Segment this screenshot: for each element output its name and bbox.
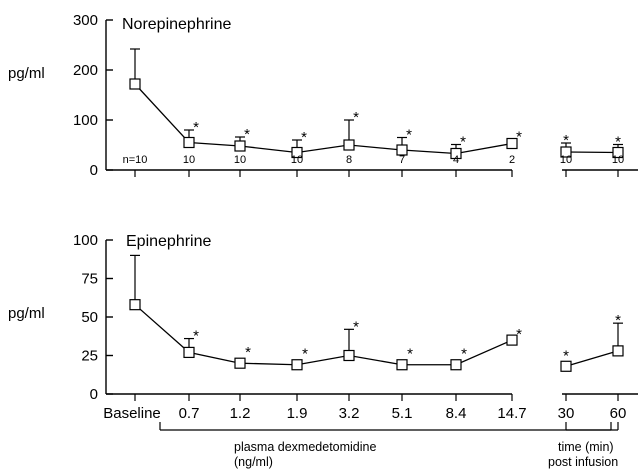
epinephrine-y-label: pg/ml <box>8 305 45 322</box>
norepinephrine-y-tick-label: 0 <box>90 162 98 179</box>
norepinephrine-n-label: 10 <box>183 154 195 166</box>
epinephrine-significance-marker: * <box>245 344 251 361</box>
norepinephrine-post-data-point <box>560 146 572 158</box>
epinephrine-y-tick-label: 50 <box>81 309 98 326</box>
norepinephrine-title: Norepinephrine <box>122 16 232 33</box>
norepinephrine-post-data-point <box>612 146 624 159</box>
epinephrine-significance-marker: * <box>302 346 308 363</box>
norepinephrine-n-label: 4 <box>453 154 459 166</box>
norepinephrine-n-label: 7 <box>399 154 405 166</box>
epinephrine-data-point <box>129 299 141 311</box>
norepinephrine-data-point <box>396 144 408 156</box>
epinephrine-post-significance-marker: * <box>615 312 621 329</box>
norepinephrine-post-significance-marker: * <box>563 132 569 149</box>
epinephrine-series-line <box>134 304 513 366</box>
epinephrine-significance-marker: * <box>193 328 199 345</box>
norepinephrine-data-point <box>129 78 141 90</box>
epinephrine-title: Epinephrine <box>126 233 212 250</box>
epinephrine-significance-marker: * <box>407 346 413 363</box>
epinephrine-significance-marker: * <box>461 346 467 363</box>
norepinephrine-data-point <box>234 140 246 152</box>
epinephrine-data-point <box>450 359 462 371</box>
norepinephrine-significance-marker: * <box>193 119 199 136</box>
epinephrine-significance-marker: * <box>353 318 359 335</box>
dexmedetomidine-bracket: plasma dexmedetomidine (ng/ml) <box>159 422 612 469</box>
norepinephrine-post-significance-marker: * <box>615 134 621 151</box>
bracket-post-label: time (min) <box>558 440 614 454</box>
epinephrine-data-point <box>183 346 195 359</box>
norepinephrine-post-n-label: 10 <box>612 154 624 166</box>
post-infusion-bracket: time (min) post infusion <box>548 440 618 469</box>
epinephrine-y-tick-label: 100 <box>73 232 98 249</box>
norepinephrine-data-point <box>450 147 462 160</box>
epinephrine-data-point <box>506 334 518 346</box>
norepinephrine-panel: Norepinephrine pg/ml 300 200 100 0 * * * * * * * *… <box>8 12 638 179</box>
epinephrine-data-point <box>343 349 355 362</box>
x-tick-label: 5.1 <box>392 405 413 422</box>
norepinephrine-significance-marker: * <box>353 109 359 126</box>
x-tick-label: 1.9 <box>287 405 308 422</box>
norepinephrine-y-tick-label: 200 <box>73 62 98 79</box>
epinephrine-y-tick-label: 75 <box>81 271 98 288</box>
epinephrine-y-tick-label: 25 <box>81 348 98 365</box>
x-tick-label: 1.2 <box>230 405 251 422</box>
norepinephrine-significance-marker: * <box>406 127 412 144</box>
epinephrine-data-point <box>291 359 303 371</box>
x-tick-label: 8.4 <box>446 405 467 422</box>
x-tick-label: 14.7 <box>497 405 526 422</box>
norepinephrine-data-point <box>291 146 303 159</box>
norepinephrine-n-label: 8 <box>346 154 352 166</box>
epinephrine-y-tick-label: 0 <box>90 386 98 403</box>
norepinephrine-data-point <box>506 137 518 150</box>
norepinephrine-post-n-label: 10 <box>560 154 572 166</box>
bracket-post-label2: post infusion <box>548 455 618 469</box>
epinephrine-post-series-line <box>565 350 619 367</box>
norepinephrine-data-point <box>183 136 195 149</box>
epinephrine-post-significance-marker: * <box>563 347 569 364</box>
x-axis-labels: Baseline 0.7 1.2 1.9 3.2 5.1 8.4 14.7 30 60 <box>103 405 627 431</box>
x-tick-label: 0.7 <box>179 405 200 422</box>
norepinephrine-n-label: n=10 <box>123 154 148 166</box>
norepinephrine-data-point <box>343 139 355 151</box>
norepinephrine-n-label: 2 <box>509 154 515 166</box>
norepinephrine-significance-marker: * <box>244 126 250 143</box>
post-x-tick-label: 60 <box>610 405 627 422</box>
epinephrine-panel: Epinephrine pg/ml 100 75 50 25 0 * * * * * * * * * <box>8 232 638 403</box>
epinephrine-post-data-point <box>612 345 624 357</box>
norepinephrine-significance-marker: * <box>460 134 466 151</box>
norepinephrine-y-tick-label: 100 <box>73 112 98 129</box>
epinephrine-data-point <box>234 357 246 369</box>
norepinephrine-significance-marker: * <box>516 129 522 146</box>
norepinephrine-significance-marker: * <box>301 129 307 146</box>
norepinephrine-series-line <box>134 83 513 155</box>
bracket-main-label: plasma dexmedetomidine <box>234 440 376 454</box>
post-x-tick-label: 30 <box>558 405 575 422</box>
norepinephrine-post-series-line <box>565 151 619 154</box>
norepinephrine-n-label: 10 <box>234 154 246 166</box>
bracket-main-unit: (ng/ml) <box>234 455 273 469</box>
norepinephrine-y-tick-label: 300 <box>73 12 98 29</box>
norepinephrine-y-label: pg/ml <box>8 65 45 82</box>
norepinephrine-n-label: 10 <box>291 154 303 166</box>
x-tick-label: 3.2 <box>339 405 360 422</box>
epinephrine-post-data-point <box>560 360 572 372</box>
epinephrine-data-point <box>396 359 408 371</box>
x-tick-label: Baseline <box>103 405 161 422</box>
epinephrine-significance-marker: * <box>516 326 522 343</box>
